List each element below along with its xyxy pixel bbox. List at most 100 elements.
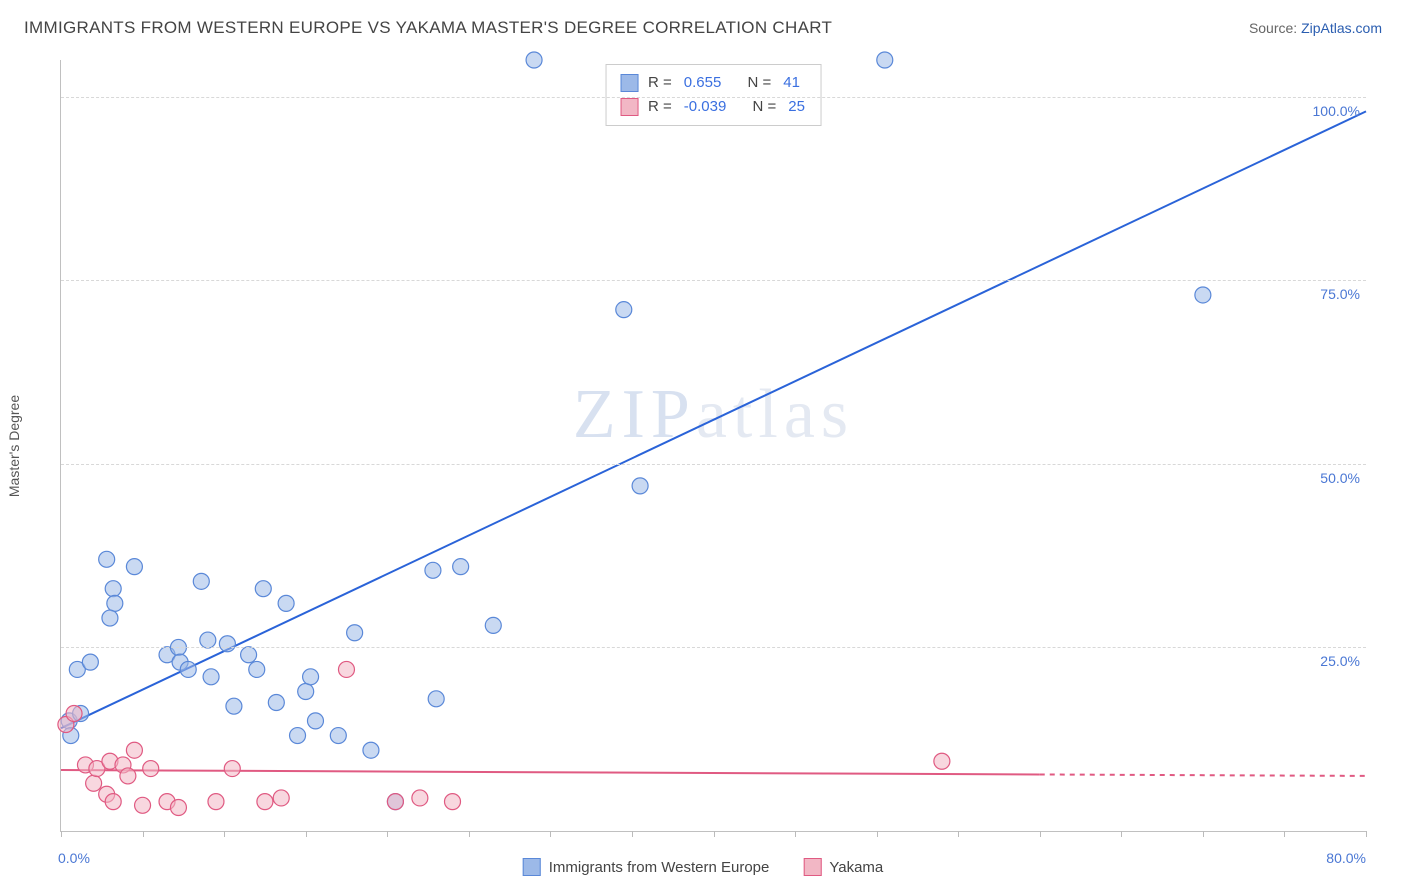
data-point: [412, 790, 428, 806]
gridline-h: [61, 464, 1366, 465]
data-point: [632, 478, 648, 494]
legend-swatch-1: [523, 858, 541, 876]
data-point: [203, 669, 219, 685]
gridline-h: [61, 647, 1366, 648]
y-tick-label: 75.0%: [1320, 286, 1360, 302]
data-point: [241, 647, 257, 663]
x-tick: [224, 831, 225, 837]
gridline-h: [61, 97, 1366, 98]
data-point: [82, 654, 98, 670]
data-point: [616, 302, 632, 318]
legend-swatch-series2: [620, 98, 638, 116]
chart-svg: [61, 60, 1366, 831]
x-axis-start-label: 0.0%: [58, 850, 90, 866]
legend-r-label: R =: [648, 71, 672, 95]
data-point: [180, 661, 196, 677]
x-tick: [1284, 831, 1285, 837]
legend-stats-row: R = -0.039 N = 25: [620, 95, 807, 119]
data-point: [453, 559, 469, 575]
legend-label: Immigrants from Western Europe: [549, 859, 770, 876]
data-point: [877, 52, 893, 68]
data-point: [105, 794, 121, 810]
data-point: [86, 775, 102, 791]
data-point: [135, 797, 151, 813]
x-tick: [714, 831, 715, 837]
data-point: [170, 800, 186, 816]
data-point: [143, 761, 159, 777]
bottom-legend: Immigrants from Western Europe Yakama: [523, 858, 884, 876]
legend-n-label: N =: [753, 95, 777, 119]
legend-n-value-1: 41: [781, 71, 802, 95]
data-point: [126, 742, 142, 758]
data-point: [99, 551, 115, 567]
x-tick: [1366, 831, 1367, 837]
data-point: [347, 625, 363, 641]
data-point: [107, 595, 123, 611]
data-point: [330, 728, 346, 744]
x-tick: [143, 831, 144, 837]
data-point: [257, 794, 273, 810]
legend-swatch-2: [803, 858, 821, 876]
data-point: [273, 790, 289, 806]
x-tick: [632, 831, 633, 837]
data-point: [105, 581, 121, 597]
data-point: [485, 617, 501, 633]
y-axis-title: Master's Degree: [6, 395, 22, 497]
data-point: [298, 683, 314, 699]
data-point: [219, 636, 235, 652]
data-point: [226, 698, 242, 714]
x-tick: [1203, 831, 1204, 837]
gridline-h: [61, 280, 1366, 281]
x-tick: [877, 831, 878, 837]
x-tick: [795, 831, 796, 837]
legend-stats-row: R = 0.655 N = 41: [620, 71, 807, 95]
y-tick-label: 25.0%: [1320, 653, 1360, 669]
data-point: [290, 728, 306, 744]
y-tick-label: 50.0%: [1320, 470, 1360, 486]
x-tick: [958, 831, 959, 837]
data-point: [268, 695, 284, 711]
legend-item: Yakama: [803, 858, 883, 876]
legend-label: Yakama: [829, 859, 883, 876]
x-tick: [550, 831, 551, 837]
data-point: [303, 669, 319, 685]
legend-r-value-2: -0.039: [682, 95, 729, 119]
data-point: [363, 742, 379, 758]
source-prefix: Source:: [1249, 20, 1301, 36]
legend-r-label: R =: [648, 95, 672, 119]
chart-source: Source: ZipAtlas.com: [1249, 20, 1382, 36]
data-point: [526, 52, 542, 68]
data-point: [278, 595, 294, 611]
legend-n-label: N =: [748, 71, 772, 95]
data-point: [249, 661, 265, 677]
x-tick: [1040, 831, 1041, 837]
data-point: [255, 581, 271, 597]
chart-title: IMMIGRANTS FROM WESTERN EUROPE VS YAKAMA…: [24, 18, 832, 38]
data-point: [307, 713, 323, 729]
data-point: [387, 794, 403, 810]
data-point: [338, 661, 354, 677]
x-tick: [469, 831, 470, 837]
y-tick-label: 100.0%: [1313, 103, 1360, 119]
x-tick: [387, 831, 388, 837]
data-point: [120, 768, 136, 784]
source-link[interactable]: ZipAtlas.com: [1301, 20, 1382, 36]
x-tick: [61, 831, 62, 837]
legend-swatch-series1: [620, 74, 638, 92]
data-point: [428, 691, 444, 707]
data-point: [208, 794, 224, 810]
x-tick: [306, 831, 307, 837]
legend-r-value-1: 0.655: [682, 71, 724, 95]
data-point: [445, 794, 461, 810]
legend-item: Immigrants from Western Europe: [523, 858, 770, 876]
legend-stats-box: R = 0.655 N = 41 R = -0.039 N = 25: [605, 64, 822, 126]
data-point: [102, 610, 118, 626]
data-point: [934, 753, 950, 769]
data-point: [126, 559, 142, 575]
data-point: [66, 706, 82, 722]
data-point: [1195, 287, 1211, 303]
data-point: [200, 632, 216, 648]
x-tick: [1121, 831, 1122, 837]
chart-header: IMMIGRANTS FROM WESTERN EUROPE VS YAKAMA…: [0, 0, 1406, 46]
plot-area: ZIPatlas R = 0.655 N = 41 R = -0.039 N =…: [60, 60, 1366, 832]
